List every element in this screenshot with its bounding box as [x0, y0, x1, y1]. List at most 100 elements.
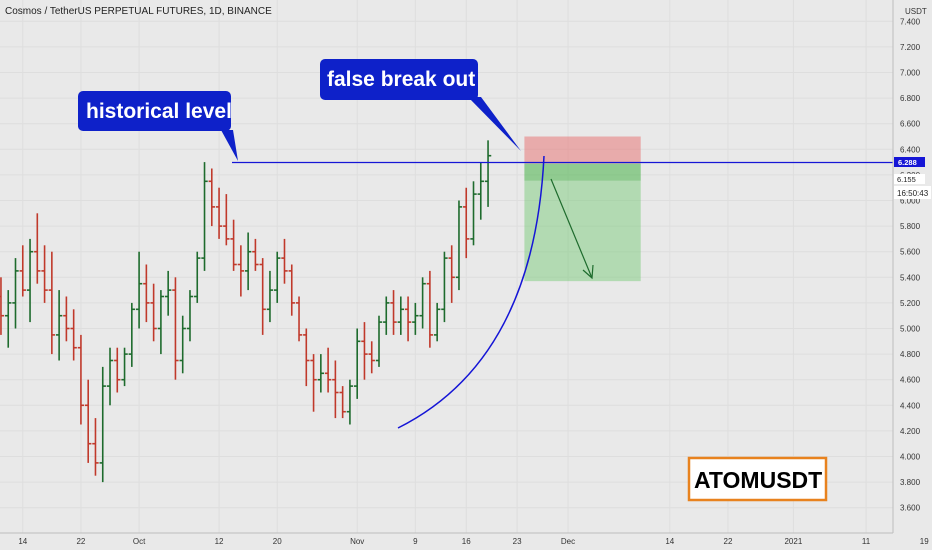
price-tick-label: 4.800 — [900, 350, 921, 359]
ohlc-bar — [470, 181, 477, 246]
false-breakout-callout: false break out — [320, 59, 521, 151]
ohlc-bar — [41, 245, 48, 303]
price-tick-label: 5.800 — [900, 222, 921, 231]
date-tick-label: 20 — [273, 537, 282, 546]
ohlc-bar — [99, 366, 106, 483]
price-label-current: 6.155 — [897, 175, 916, 184]
price-tick-label: 4.200 — [900, 427, 921, 436]
date-tick-label: Dec — [561, 537, 575, 546]
false-breakout-label: false break out — [327, 68, 475, 91]
historical-level-callout-box — [78, 91, 231, 131]
ohlc-bar — [26, 238, 34, 323]
ohlc-bar — [281, 238, 288, 284]
ohlc-bar — [419, 277, 426, 329]
price-tick-label: 6.000 — [900, 197, 921, 206]
ohlc-bar — [194, 251, 201, 303]
ohlc-bar — [332, 360, 339, 419]
false-breakout-callout-pointer — [468, 97, 521, 151]
position-zones — [524, 136, 641, 282]
ohlc-bar — [19, 245, 26, 297]
ohlc-bar — [441, 251, 448, 323]
ohlc-bar — [223, 194, 230, 246]
target-arrow-shaft — [550, 178, 593, 279]
ohlc-bar — [368, 341, 375, 374]
date-tick-label: 16 — [462, 537, 471, 546]
false-breakout-callout-box — [320, 59, 478, 100]
countdown-label: 16:50:43 — [897, 189, 929, 198]
date-tick-label: 23 — [513, 537, 522, 546]
ohlc-bar — [70, 309, 77, 361]
price-label-level: 6.288 — [898, 158, 917, 167]
historical-level-callout-pointer — [221, 130, 238, 161]
ohlc-bar — [92, 418, 99, 476]
ticker-label: ATOMUSDT — [694, 467, 822, 493]
ohlc-bar — [201, 162, 208, 271]
ohlc-bar — [288, 264, 295, 316]
date-tick-label: 11 — [862, 537, 871, 546]
ohlc-bar — [179, 315, 186, 374]
current-price-band — [524, 163, 641, 181]
ohlc-bar — [404, 296, 412, 342]
ohlc-bar — [346, 379, 354, 425]
ohlc-bar — [477, 162, 484, 220]
ohlc-bar — [186, 290, 194, 342]
ohlc-bar — [63, 296, 70, 342]
price-tick-label: 6.600 — [900, 120, 921, 129]
price-tick-label: 6.800 — [900, 94, 921, 103]
price-tick-label: 5.200 — [900, 299, 921, 308]
ticker-box: ATOMUSDT — [687, 456, 828, 502]
stop-loss-zone[interactable] — [524, 136, 641, 164]
ohlc-bar — [208, 168, 215, 227]
ohlc-bar — [157, 290, 165, 355]
ohlc-bars — [0, 140, 492, 483]
date-tick-label: 14 — [18, 537, 27, 546]
date-tick-label: 12 — [215, 537, 224, 546]
ohlc-bar — [397, 296, 405, 335]
date-tick-label: Nov — [350, 537, 364, 546]
ohlc-bar — [463, 187, 470, 259]
axis-panel — [893, 0, 932, 550]
ohlc-bar — [172, 277, 179, 380]
date-tick-label: 14 — [665, 537, 674, 546]
price-tick-label: 6.400 — [900, 145, 921, 154]
price-label-level-bg — [894, 157, 925, 167]
ohlc-bar — [339, 386, 346, 419]
date-tick-label: Oct — [133, 537, 146, 546]
ohlc-bar — [383, 296, 390, 335]
time-axis[interactable]: 14 22 Oct 12 20 Nov 9 16 23 Dec 14 22 2021 11 19 — [18, 537, 929, 546]
ohlc-bar — [55, 290, 63, 361]
ohlc-bar — [353, 328, 361, 399]
ohlc-bar — [266, 270, 274, 323]
ohlc-bar — [34, 213, 41, 284]
ohlc-bar — [48, 251, 56, 355]
historical-level-callout: historical level — [78, 91, 238, 161]
ohlc-bar — [259, 258, 266, 335]
ohlc-bar — [252, 238, 259, 271]
price-tick-label: 4.600 — [900, 376, 921, 385]
currency-label: USDT — [905, 7, 927, 16]
ohlc-bar — [135, 251, 143, 329]
date-tick-label: 22 — [724, 537, 733, 546]
price-tick-label: 3.800 — [900, 478, 921, 487]
price-tick-label: 5.600 — [900, 248, 921, 257]
date-tick-label: 9 — [413, 537, 418, 546]
ohlc-bar — [77, 334, 85, 425]
ohlc-bar — [215, 187, 223, 239]
ohlc-bar — [128, 302, 136, 367]
ohlc-bar — [164, 270, 172, 316]
ohlc-bar — [426, 270, 434, 348]
date-tick-label: 22 — [76, 537, 85, 546]
ohlc-bar — [121, 347, 128, 387]
ohlc-bar — [317, 354, 325, 393]
ohlc-bar — [85, 379, 92, 463]
chart-title: Cosmos / TetherUS PERPETUAL FUTURES, 1D,… — [5, 6, 272, 17]
ohlc-bar — [114, 347, 121, 393]
take-profit-zone[interactable] — [524, 163, 641, 282]
ohlc-bar — [310, 354, 317, 412]
ohlc-bar — [230, 219, 237, 271]
ohlc-bar — [484, 140, 492, 207]
price-tick-label: 4.000 — [900, 453, 921, 462]
countdown-label-bg — [894, 186, 931, 199]
price-tick-label: 7.200 — [900, 43, 921, 52]
